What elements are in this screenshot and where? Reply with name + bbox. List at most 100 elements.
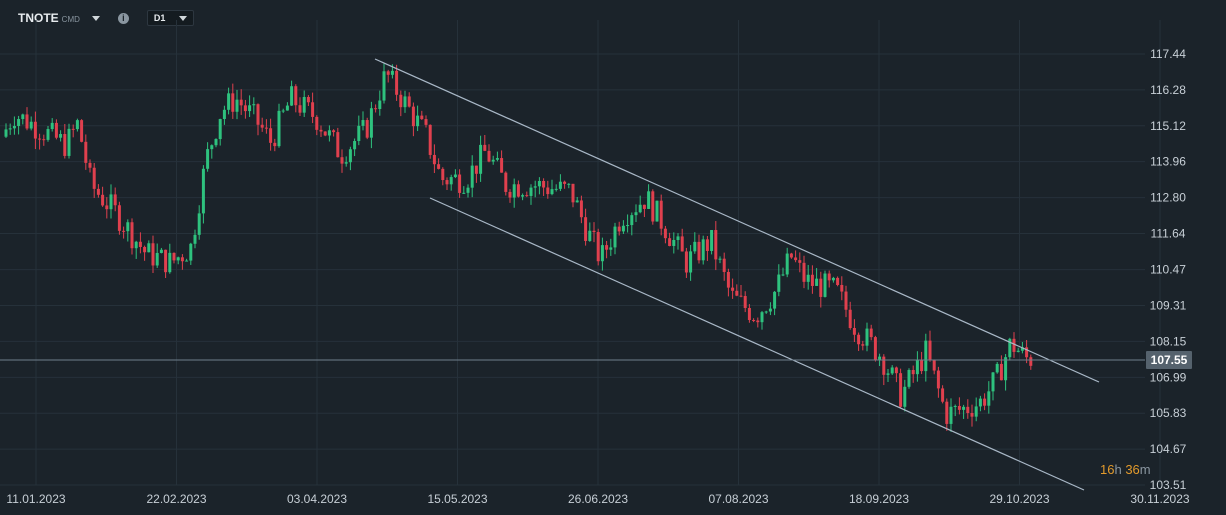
price-axis[interactable]: 117.44 116.28 115.12 113.96 112.80 111.64 110.… xyxy=(1150,47,1187,492)
candle-body xyxy=(180,257,184,262)
candle-body xyxy=(722,258,726,272)
candle-body xyxy=(218,119,222,140)
candle-body xyxy=(449,177,453,185)
candle-body xyxy=(42,139,46,141)
candle-body xyxy=(676,236,680,241)
symbol-label[interactable]: TNOTE xyxy=(18,11,59,25)
candle-body xyxy=(17,119,21,126)
candle-body xyxy=(483,144,487,151)
candle-body xyxy=(80,120,84,142)
candle-body xyxy=(512,184,516,198)
candle-body xyxy=(575,200,579,203)
candle-body xyxy=(798,260,802,263)
channel-lines[interactable] xyxy=(374,58,1100,491)
candle-body xyxy=(92,167,96,189)
candle-body xyxy=(201,168,205,214)
candle-body xyxy=(852,328,856,335)
candle-body xyxy=(374,108,378,110)
candle-body xyxy=(819,278,823,297)
candle-body xyxy=(479,144,483,174)
candle-body xyxy=(332,130,336,133)
candle-body xyxy=(693,241,697,252)
price-tick-label: 117.44 xyxy=(1150,47,1186,61)
candle-body xyxy=(941,388,945,402)
candle-body xyxy=(857,334,861,345)
candle-body xyxy=(873,337,877,360)
channel-upper-line[interactable] xyxy=(374,58,1100,383)
candle-body xyxy=(621,225,625,232)
candle-body xyxy=(420,115,424,120)
candle-body xyxy=(630,215,634,226)
candle-body xyxy=(588,230,592,241)
candle-body xyxy=(726,271,730,288)
candle-body xyxy=(214,139,218,146)
candle-body xyxy=(395,70,399,95)
candle-body xyxy=(122,230,126,232)
candle-body xyxy=(382,71,386,101)
symbol-dropdown-icon[interactable] xyxy=(91,15,100,21)
candle-body xyxy=(710,230,714,251)
candle-body xyxy=(521,195,525,197)
candle-body xyxy=(970,413,974,417)
candle-body xyxy=(75,120,79,130)
date-tick-label: 29.10.2023 xyxy=(989,492,1049,506)
info-icon[interactable]: i xyxy=(117,12,129,24)
timeframe-select[interactable]: D1 xyxy=(146,10,195,26)
candle-body xyxy=(802,262,806,282)
candle-body xyxy=(126,222,130,232)
chart-toolbar: TNOTE CMD i D1 xyxy=(18,8,195,28)
candle-body xyxy=(554,188,558,190)
candle-body xyxy=(336,132,340,158)
date-tick-label: 22.02.2023 xyxy=(146,492,206,506)
candle-body xyxy=(311,102,315,117)
candle-body xyxy=(143,246,147,253)
candle-body xyxy=(991,372,995,392)
candle-body xyxy=(273,142,277,147)
candle-body xyxy=(806,274,810,282)
bar-countdown: 16h 36m xyxy=(1100,462,1151,477)
candle-body xyxy=(907,370,911,387)
candle-body xyxy=(285,105,289,111)
candle-body xyxy=(151,243,155,266)
candle-body xyxy=(189,243,193,261)
candle-body xyxy=(815,278,819,286)
candle-body xyxy=(777,274,781,292)
channel-lower-line[interactable] xyxy=(429,197,1085,491)
candle-body xyxy=(546,187,550,195)
candle-body xyxy=(983,398,987,406)
candle-body xyxy=(462,192,466,194)
candle-body xyxy=(962,406,966,410)
time-axis[interactable]: 11.01.2023 22.02.2023 03.04.2023 15.05.2023… xyxy=(6,492,1189,506)
timeframe-label: D1 xyxy=(153,13,166,23)
price-tick-label: 108.15 xyxy=(1150,334,1187,348)
candle-body xyxy=(663,228,667,239)
candle-body xyxy=(344,162,348,164)
candle-body xyxy=(840,285,844,292)
candle-body xyxy=(533,186,537,188)
candle-body xyxy=(995,363,999,373)
candle-body xyxy=(390,70,394,75)
candle-body xyxy=(38,138,42,140)
candle-body xyxy=(747,307,751,321)
candle-body xyxy=(21,114,25,120)
candle-body xyxy=(932,359,936,371)
candle-body xyxy=(407,96,411,107)
candle-body xyxy=(739,295,743,297)
candle-body xyxy=(974,406,978,417)
candle-body xyxy=(634,212,638,216)
candle-body xyxy=(529,187,533,196)
candle-body xyxy=(689,251,693,273)
candle-body xyxy=(340,157,344,164)
candle-body xyxy=(668,238,672,246)
candle-body xyxy=(823,273,827,297)
candle-body xyxy=(25,114,29,129)
candle-body xyxy=(1025,347,1029,358)
candle-body xyxy=(155,252,159,266)
candle-body xyxy=(63,134,67,156)
candle-body xyxy=(235,99,239,112)
candle-body xyxy=(794,257,798,261)
date-tick-label: 07.08.2023 xyxy=(708,492,768,506)
candle-body xyxy=(924,340,928,372)
candle-body xyxy=(269,128,273,143)
